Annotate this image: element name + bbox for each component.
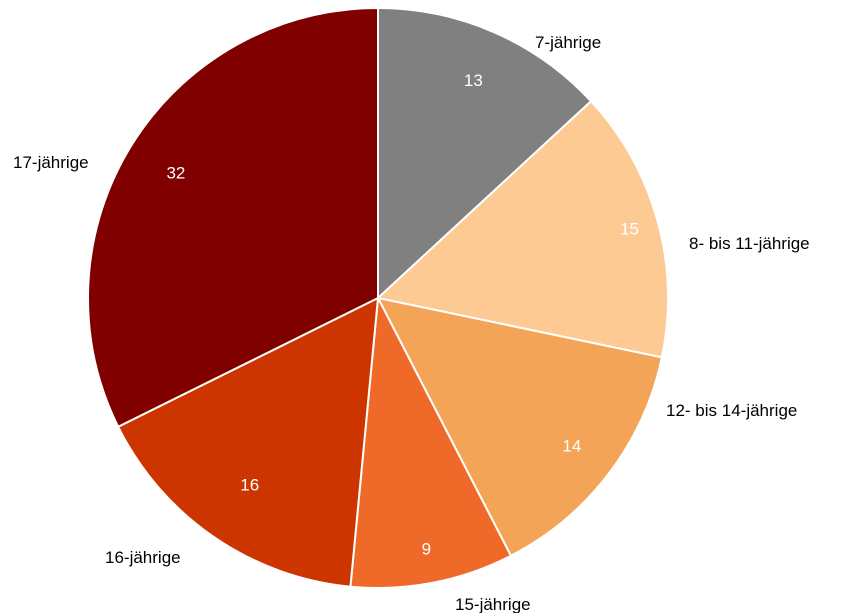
- value-label-1: 13: [464, 71, 483, 90]
- value-label-5: 16: [240, 475, 259, 494]
- value-label-4: 9: [422, 540, 431, 559]
- value-label-2: 15: [620, 219, 639, 238]
- category-label-6: 17-jährige: [13, 153, 89, 172]
- value-labels-group: 13 15 14 9 16 32: [166, 71, 639, 558]
- pie-slice-5: [116, 296, 380, 588]
- pie-slice-2: [375, 99, 669, 359]
- pie-slice-3: [376, 296, 664, 558]
- pie-slice-6: [87, 6, 379, 429]
- category-label-4: 15-jährige: [455, 595, 531, 613]
- category-label-1: 7-jährige: [535, 33, 601, 52]
- category-label-3: 12- bis 14-jährige: [666, 401, 797, 420]
- category-labels-group: 7-jährige 8- bis 11-jährige 12- bis 14-jäh…: [13, 33, 810, 613]
- pie-slice-4: [349, 294, 513, 589]
- value-label-6: 32: [166, 164, 185, 183]
- pie-slice-1: [377, 6, 593, 301]
- category-label-5: 16-jährige: [105, 548, 181, 567]
- category-label-2: 8- bis 11-jährige: [689, 234, 810, 253]
- slices-group: [87, 6, 669, 589]
- value-label-3: 14: [562, 437, 581, 456]
